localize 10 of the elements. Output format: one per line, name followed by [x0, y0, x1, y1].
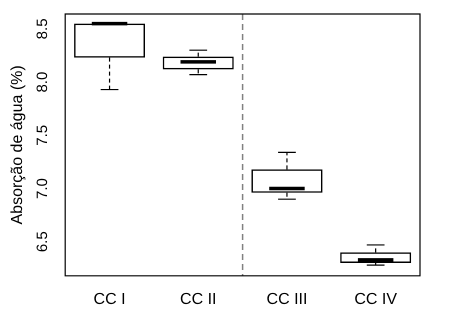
x-tick-label: CC IV: [354, 290, 398, 308]
y-axis-title: Absorção de água (%): [9, 65, 26, 224]
y-tick-label: 8.0: [34, 72, 51, 93]
x-tick-label: CC III: [266, 290, 308, 308]
y-tick-label: 7.0: [34, 178, 51, 199]
x-tick-label: CC II: [180, 290, 216, 308]
x-tick-label: CC I: [94, 290, 126, 308]
y-tick-label: 8.5: [34, 18, 51, 40]
y-tick-label: 7.5: [34, 124, 51, 146]
y-tick-label: 6.5: [34, 231, 51, 252]
